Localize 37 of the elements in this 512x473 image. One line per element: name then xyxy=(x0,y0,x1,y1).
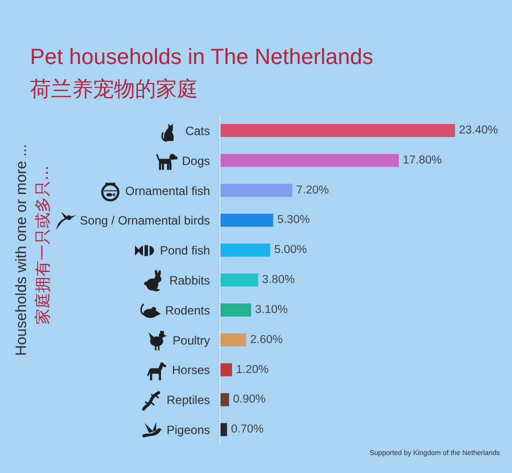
data-label: 23.40% xyxy=(459,124,498,136)
data-label: 2.60% xyxy=(250,334,283,346)
bar xyxy=(220,244,270,257)
y-tick-label: Reptiles xyxy=(166,393,210,408)
bar xyxy=(220,363,232,376)
y-tick-label: Pond fish xyxy=(160,244,210,258)
bar xyxy=(220,333,246,346)
data-label: 5.00% xyxy=(274,244,307,256)
chart-subtitle: 荷兰养宠物的家庭 xyxy=(30,77,198,101)
data-label: 3.10% xyxy=(255,304,288,316)
y-tick-label: Dogs xyxy=(182,154,210,168)
data-label: 7.20% xyxy=(296,184,329,196)
bar xyxy=(220,154,399,167)
data-label: 3.80% xyxy=(262,274,295,286)
bar xyxy=(220,214,274,227)
chart-title: Pet households in The Netherlands xyxy=(30,44,374,69)
data-label: 0.70% xyxy=(231,424,264,436)
bar xyxy=(220,393,230,406)
bar xyxy=(220,184,292,197)
data-label: 0.90% xyxy=(233,394,266,406)
bar xyxy=(220,274,258,287)
text: 家庭拥有一只或多只... xyxy=(33,165,52,325)
y-tick-label: Ornamental fish xyxy=(125,184,210,198)
y-tick-label: Horses xyxy=(172,363,210,378)
bar xyxy=(220,423,228,436)
data-label: 17.80% xyxy=(402,154,442,166)
data-label: 1.20% xyxy=(236,364,269,376)
y-axis-title: Households with one or more ... xyxy=(13,144,30,356)
y-tick-label: Pigeons xyxy=(166,423,210,438)
y-tick-label: Poultry xyxy=(172,333,210,348)
data-label: 5.30% xyxy=(277,214,310,226)
bar xyxy=(220,303,252,316)
bar xyxy=(220,124,455,137)
y-tick-label: Rabbits xyxy=(169,274,210,288)
y-tick-label: Rodents xyxy=(165,303,210,318)
y-tick-label: Cats xyxy=(185,124,210,138)
y-tick-label: Song / Ornamental birds xyxy=(80,214,210,228)
